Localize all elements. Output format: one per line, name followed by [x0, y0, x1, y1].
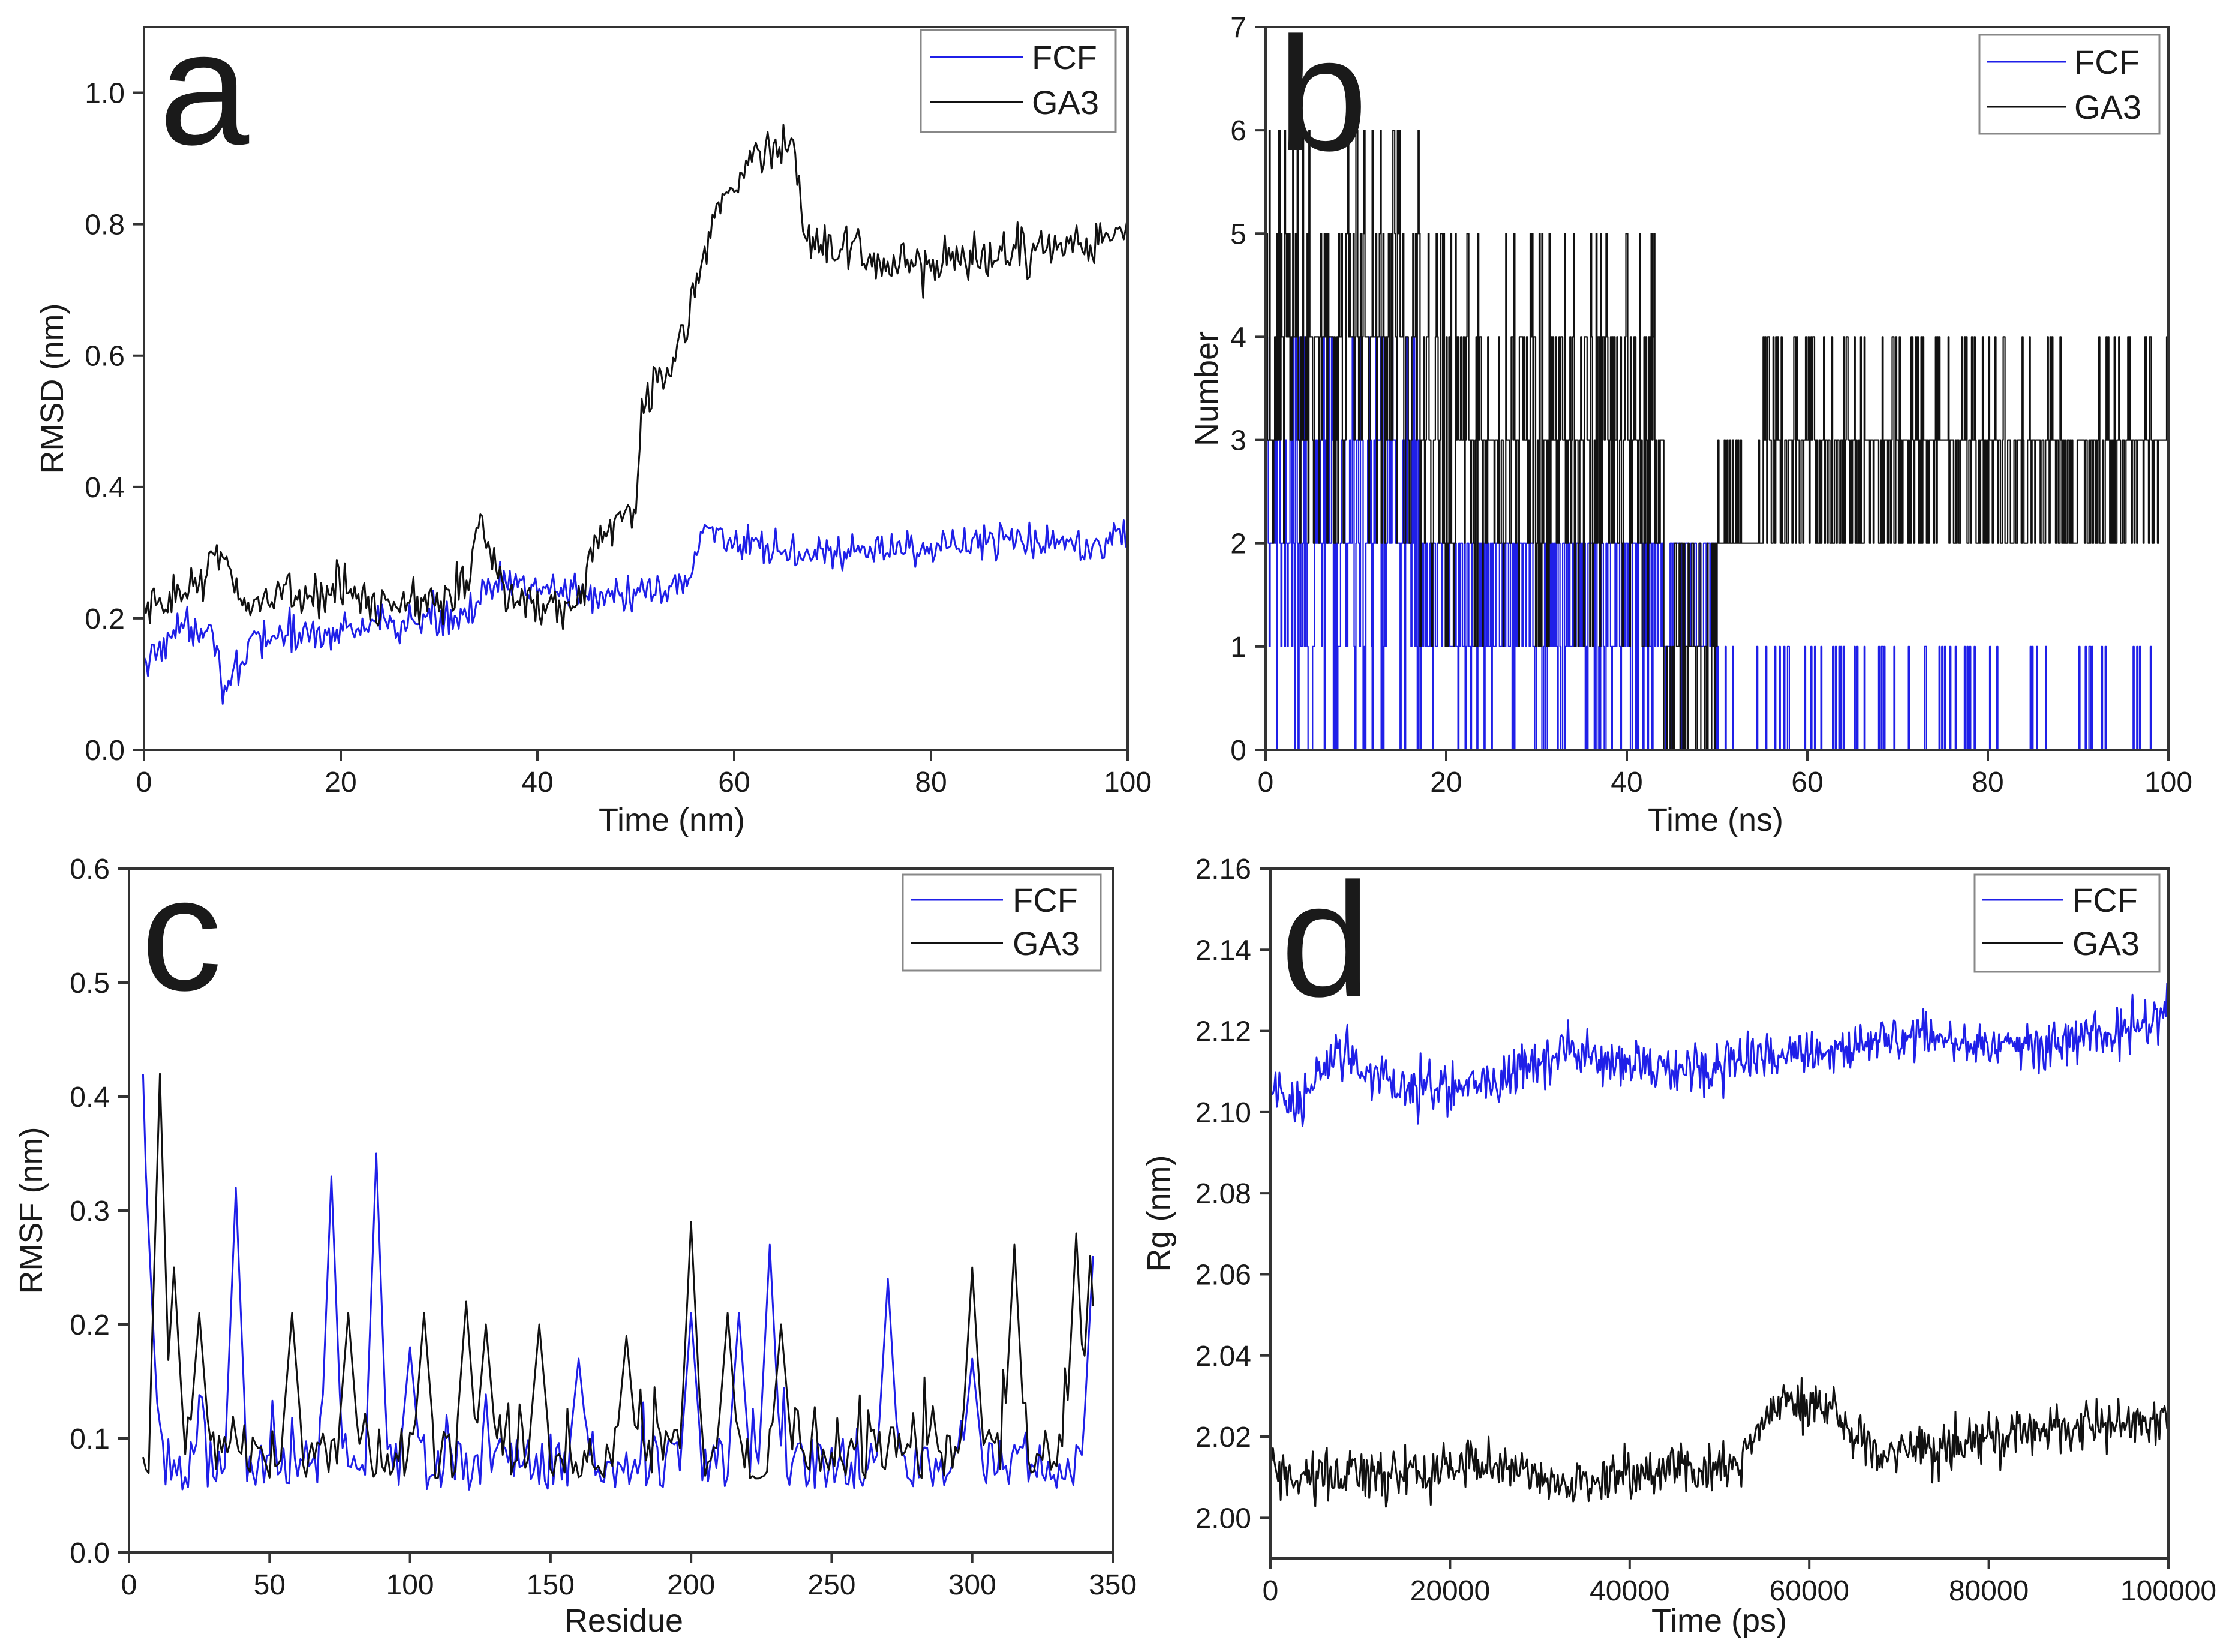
panel-c-legend-fcf: FCF: [1013, 881, 1078, 919]
panel-d-y-tick-label: 2.16: [1195, 854, 1251, 885]
panel-d-y-tick-label: 2.14: [1195, 935, 1251, 966]
panel-c-series-fcf: [142, 1073, 1094, 1491]
panel-c-y-tick-label: 0.2: [70, 1309, 110, 1341]
panel-a-legend: FCF GA3: [920, 29, 1117, 133]
panel-d-x-tick-label: 20000: [1410, 1575, 1490, 1607]
panel-a-x-tick-label: 40: [521, 767, 553, 798]
panel-a-x-axis-title: Time (nm): [599, 802, 745, 838]
panel-b-y-tick-label: 2: [1230, 528, 1246, 560]
panel-b-y-tick-label: 7: [1230, 12, 1246, 44]
panel-c-x-tick-label: 100: [386, 1569, 434, 1601]
panel-c-x-tick-label: 0: [121, 1569, 137, 1601]
panel-c-x-axis-title: Residue: [564, 1603, 683, 1639]
panel-c-y-tick-label: 0.3: [70, 1196, 110, 1227]
panel-d-series-fcf: [1269, 982, 2170, 1127]
panel-c-legend-ga3: GA3: [1013, 924, 1080, 962]
panel-c-x-tick-label: 50: [254, 1569, 286, 1601]
panel-b-hbond-number-chart: 0 20 40 60 80 100 0 1 2 3 4 5 6 7 b FCF GA3 Time (ns)…: [1189, 4, 2192, 838]
panel-a-x-tick-label: 20: [325, 767, 356, 798]
panel-b-x-tick-label: 60: [1791, 767, 1823, 798]
panel-d-y-tick-label: 2.10: [1195, 1097, 1251, 1129]
panel-d-x-tick-label: 80000: [1949, 1575, 2029, 1607]
panel-a-letter: a: [159, 0, 250, 179]
panel-c-series-ga3: [142, 1073, 1094, 1480]
panel-b-legend-fcf: FCF: [2074, 43, 2140, 81]
panel-a-rmsd-chart: 0 20 40 60 80 100 0.0 0.2 0.4 0.6 0.8 1.0 a FCF GA3…: [34, 0, 1152, 838]
panel-c-legend: FCF GA3: [902, 873, 1102, 972]
panel-b-y-tick-label: 4: [1230, 322, 1246, 353]
panel-a-x-tick-label: 100: [1104, 767, 1152, 798]
panel-d-legend: FCF GA3: [1973, 873, 2161, 973]
panel-d-y-tick-label: 2.08: [1195, 1178, 1251, 1210]
panel-a-y-tick-label: 1.0: [85, 78, 125, 110]
panel-c-y-tick-label: 0.6: [70, 854, 110, 885]
panel-d-series-ga3: [1269, 1377, 2170, 1508]
panel-c-x-tick-label: 150: [527, 1569, 575, 1601]
panel-b-x-tick-label: 40: [1611, 767, 1642, 798]
panel-c-letter: c: [141, 844, 222, 1025]
panel-d-y-tick-label: 2.12: [1195, 1016, 1251, 1048]
panel-d-x-tick-label: 40000: [1590, 1575, 1669, 1607]
panel-c-y-tick-label: 0.4: [70, 1082, 110, 1113]
panel-d-x-tick-label: 100000: [2120, 1575, 2216, 1607]
panel-c-rmsf-chart: 0 50 100 150 200 250 300 350 0.0 0.1 0.2 0.3 0.4 0.5 0…: [13, 844, 1137, 1639]
panel-d-x-tick-label: 60000: [1769, 1575, 1849, 1607]
panel-d-y-tick-label: 2.06: [1195, 1259, 1251, 1291]
panel-d-letter: d: [1281, 850, 1371, 1031]
panel-b-y-tick-label: 1: [1230, 632, 1246, 663]
panel-d-y-tick-label: 2.02: [1195, 1422, 1251, 1453]
panel-a-x-tick-label: 0: [136, 767, 152, 798]
panel-b-legend-ga3: GA3: [2074, 88, 2141, 126]
panel-c-x-tick-label: 200: [667, 1569, 715, 1601]
panel-c-y-tick-label: 0.0: [70, 1537, 110, 1569]
panel-a-y-tick-label: 0.2: [85, 603, 125, 635]
panel-a-y-tick-label: 0.8: [85, 209, 125, 241]
panel-b-y-tick-label: 0: [1230, 735, 1246, 767]
panel-a-series-fcf: [143, 519, 1129, 705]
panel-c-y-tick-label: 0.5: [70, 968, 110, 999]
panel-b-y-tick-label: 5: [1230, 218, 1246, 250]
panel-d-legend-ga3: GA3: [2072, 924, 2140, 962]
panel-c-x-tick-label: 250: [807, 1569, 855, 1601]
panel-a-y-axis-title: RMSD (nm): [34, 304, 70, 474]
panel-d-rg-chart: 0 20000 40000 60000 80000 100000 2.00 2.02 2.04 2…: [1141, 850, 2216, 1639]
panel-a-legend-ga3: GA3: [1032, 83, 1099, 121]
panel-d-y-axis-title: Rg (nm): [1141, 1155, 1177, 1272]
panel-c-y-axis-title: RMSF (nm): [13, 1127, 49, 1294]
panel-b-x-tick-label: 20: [1430, 767, 1462, 798]
panel-b-x-tick-label: 0: [1258, 767, 1274, 798]
panel-b-x-tick-label: 100: [2144, 767, 2192, 798]
panel-b-x-axis-title: Time (ns): [1648, 802, 1783, 838]
panel-d-legend-fcf: FCF: [2072, 881, 2138, 919]
panel-b-legend: FCF GA3: [1978, 34, 2161, 135]
panel-b-y-tick-label: 3: [1230, 425, 1246, 457]
panel-d-y-tick-label: 2.04: [1195, 1341, 1251, 1372]
panel-b-series-ga3: [1266, 130, 2168, 751]
panel-a-series-ga3: [143, 124, 1129, 630]
panel-d-x-axis-title: Time (ps): [1651, 1603, 1787, 1639]
panel-a-legend-fcf: FCF: [1032, 38, 1097, 76]
panel-a-x-tick-label: 60: [718, 767, 750, 798]
panel-a-x-tick-label: 80: [915, 767, 947, 798]
panel-d-x-tick-label: 0: [1263, 1575, 1279, 1607]
panel-c-x-tick-label: 300: [948, 1569, 996, 1601]
panel-a-y-tick-label: 0.6: [85, 341, 125, 373]
panel-b-x-tick-label: 80: [1972, 767, 2003, 798]
panel-b-letter: b: [1278, 4, 1368, 185]
panel-c-x-tick-label: 350: [1089, 1569, 1137, 1601]
panel-a-y-tick-label: 0.0: [85, 735, 125, 767]
panel-d-y-tick-label: 2.00: [1195, 1503, 1251, 1534]
panel-c-y-tick-label: 0.1: [70, 1423, 110, 1455]
panel-a-y-tick-label: 0.4: [85, 472, 125, 504]
panel-b-y-tick-label: 6: [1230, 115, 1246, 147]
panel-b-y-axis-title: Number: [1189, 331, 1225, 446]
